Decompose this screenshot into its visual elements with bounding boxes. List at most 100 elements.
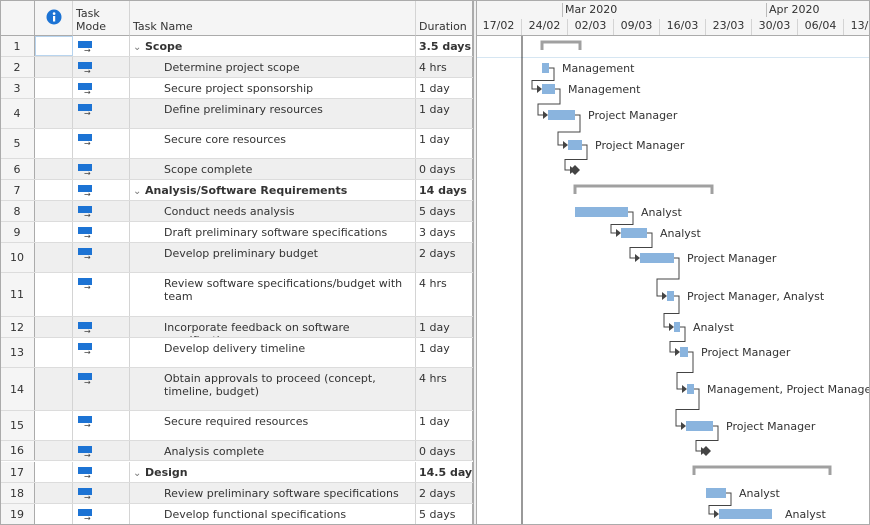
duration-cell[interactable]: 4 hrs — [416, 273, 473, 316]
duration-cell[interactable]: 0 days — [416, 159, 473, 179]
duration-cell[interactable]: 1 day — [416, 411, 473, 440]
task-row[interactable]: 7 → ⌄ Analysis/Software Requirements 14 d… — [0, 180, 473, 201]
task-mode-cell[interactable]: → — [73, 129, 130, 158]
duration-cell[interactable]: 4 hrs — [416, 57, 473, 77]
task-row[interactable]: 15 → Secure required resources 1 day — [0, 411, 473, 441]
row-number[interactable]: 6 — [0, 159, 35, 179]
task-bar[interactable] — [548, 110, 575, 120]
task-row[interactable]: 6 → Scope complete 0 days — [0, 159, 473, 180]
task-mode-cell[interactable]: → — [73, 483, 130, 503]
task-row[interactable]: 10 → Develop preliminary budget 2 days — [0, 243, 473, 273]
task-mode-cell[interactable]: → — [73, 36, 130, 56]
duration-cell[interactable]: 5 days — [416, 504, 473, 524]
indicator-cell[interactable] — [35, 441, 73, 460]
summary-bar[interactable] — [692, 465, 832, 475]
indicator-cell[interactable] — [35, 411, 73, 440]
duration-cell[interactable]: 14.5 days — [416, 462, 473, 482]
duration-cell[interactable]: 1 day — [416, 338, 473, 367]
row-number[interactable]: 1 — [0, 36, 35, 56]
row-number[interactable]: 2 — [0, 57, 35, 77]
duration-cell[interactable]: 4 hrs — [416, 368, 473, 410]
task-mode-cell[interactable]: → — [73, 99, 130, 128]
task-row[interactable]: 18 → Review preliminary software specifi… — [0, 483, 473, 504]
indicator-cell[interactable] — [35, 159, 73, 179]
task-mode-cell[interactable]: → — [73, 180, 130, 200]
task-name-cell[interactable]: Determine project scope — [130, 57, 416, 77]
task-bar[interactable] — [621, 228, 647, 238]
row-number[interactable]: 3 — [0, 78, 35, 98]
task-row[interactable]: 13 → Develop delivery timeline 1 day — [0, 338, 473, 368]
task-bar[interactable] — [706, 488, 726, 498]
task-mode-cell[interactable]: → — [73, 222, 130, 242]
duration-cell[interactable]: 1 day — [416, 99, 473, 128]
task-name-cell[interactable]: Analysis complete — [130, 441, 416, 460]
task-row[interactable]: 9 → Draft preliminary software specifica… — [0, 222, 473, 243]
task-name-cell[interactable]: ⌄ Scope — [130, 36, 416, 56]
row-number[interactable]: 12 — [0, 317, 35, 337]
indicator-cell[interactable] — [35, 368, 73, 410]
row-number[interactable]: 19 — [0, 504, 35, 524]
task-name-cell[interactable]: Secure core resources — [130, 129, 416, 158]
indicator-cell[interactable] — [35, 243, 73, 272]
task-bar[interactable] — [667, 291, 674, 301]
indicator-cell[interactable] — [35, 273, 73, 316]
task-mode-cell[interactable]: → — [73, 504, 130, 524]
task-name-cell[interactable]: Secure required resources — [130, 411, 416, 440]
task-name-cell[interactable]: Develop delivery timeline — [130, 338, 416, 367]
row-number[interactable]: 11 — [0, 273, 35, 316]
task-row[interactable]: 3 → Secure project sponsorship 1 day — [0, 78, 473, 99]
duration-cell[interactable]: 0 days — [416, 441, 473, 460]
task-name-cell[interactable]: Scope complete — [130, 159, 416, 179]
task-mode-cell[interactable]: → — [73, 57, 130, 77]
indicator-cell[interactable] — [35, 462, 73, 482]
task-mode-cell[interactable]: → — [73, 411, 130, 440]
task-row[interactable]: 1 → ⌄ Scope 3.5 days — [0, 36, 473, 57]
task-mode-cell[interactable]: → — [73, 441, 130, 460]
task-name-cell[interactable]: Draft preliminary software specification… — [130, 222, 416, 242]
row-number[interactable]: 16 — [0, 441, 35, 460]
summary-bar[interactable] — [540, 40, 582, 50]
task-bar[interactable] — [568, 140, 582, 150]
task-mode-cell[interactable]: → — [73, 201, 130, 221]
task-row[interactable]: 8 → Conduct needs analysis 5 days — [0, 201, 473, 222]
summary-bar[interactable] — [573, 184, 714, 194]
task-name-cell[interactable]: Incorporate feedback on software specifi… — [130, 317, 416, 337]
duration-cell[interactable]: 1 day — [416, 317, 473, 337]
task-bar[interactable] — [542, 84, 555, 94]
task-row[interactable]: 14 → Obtain approvals to proceed (concep… — [0, 368, 473, 411]
task-name-cell[interactable]: ⌄ Design — [130, 462, 416, 482]
task-name-cell[interactable]: Secure project sponsorship — [130, 78, 416, 98]
row-number[interactable]: 8 — [0, 201, 35, 221]
task-name-cell[interactable]: Define preliminary resources — [130, 99, 416, 128]
indicator-cell[interactable] — [35, 36, 73, 56]
task-mode-header[interactable]: Task Mode — [73, 0, 130, 36]
duration-cell[interactable]: 14 days — [416, 180, 473, 200]
indicator-cell[interactable] — [35, 78, 73, 98]
task-mode-cell[interactable]: → — [73, 338, 130, 367]
task-name-cell[interactable]: Review software specifications/budget wi… — [130, 273, 416, 316]
indicator-cell[interactable] — [35, 338, 73, 367]
row-number[interactable]: 10 — [0, 243, 35, 272]
duration-cell[interactable]: 1 day — [416, 129, 473, 158]
indicator-cell[interactable] — [35, 129, 73, 158]
task-row[interactable]: 17 → ⌄ Design 14.5 days — [0, 462, 473, 483]
duration-cell[interactable]: 3.5 days — [416, 36, 473, 56]
row-number[interactable]: 5 — [0, 129, 35, 158]
task-bar[interactable] — [686, 421, 713, 431]
duration-cell[interactable]: 2 days — [416, 243, 473, 272]
task-row[interactable]: 12 → Incorporate feedback on software sp… — [0, 317, 473, 338]
duration-header[interactable]: Duration — [416, 0, 473, 36]
task-row[interactable]: 2 → Determine project scope 4 hrs — [0, 57, 473, 78]
indicator-cell[interactable] — [35, 201, 73, 221]
task-name-cell[interactable]: Review preliminary software specificatio… — [130, 483, 416, 503]
indicator-cell[interactable] — [35, 180, 73, 200]
task-mode-cell[interactable]: → — [73, 462, 130, 482]
task-bar[interactable] — [687, 384, 694, 394]
task-name-cell[interactable]: Obtain approvals to proceed (concept, ti… — [130, 368, 416, 410]
task-name-cell[interactable]: Develop preliminary budget — [130, 243, 416, 272]
indicator-cell[interactable] — [35, 317, 73, 337]
task-mode-cell[interactable]: → — [73, 368, 130, 410]
collapse-chevron-icon[interactable]: ⌄ — [133, 186, 142, 197]
task-mode-cell[interactable]: → — [73, 159, 130, 179]
task-bar[interactable] — [674, 322, 680, 332]
